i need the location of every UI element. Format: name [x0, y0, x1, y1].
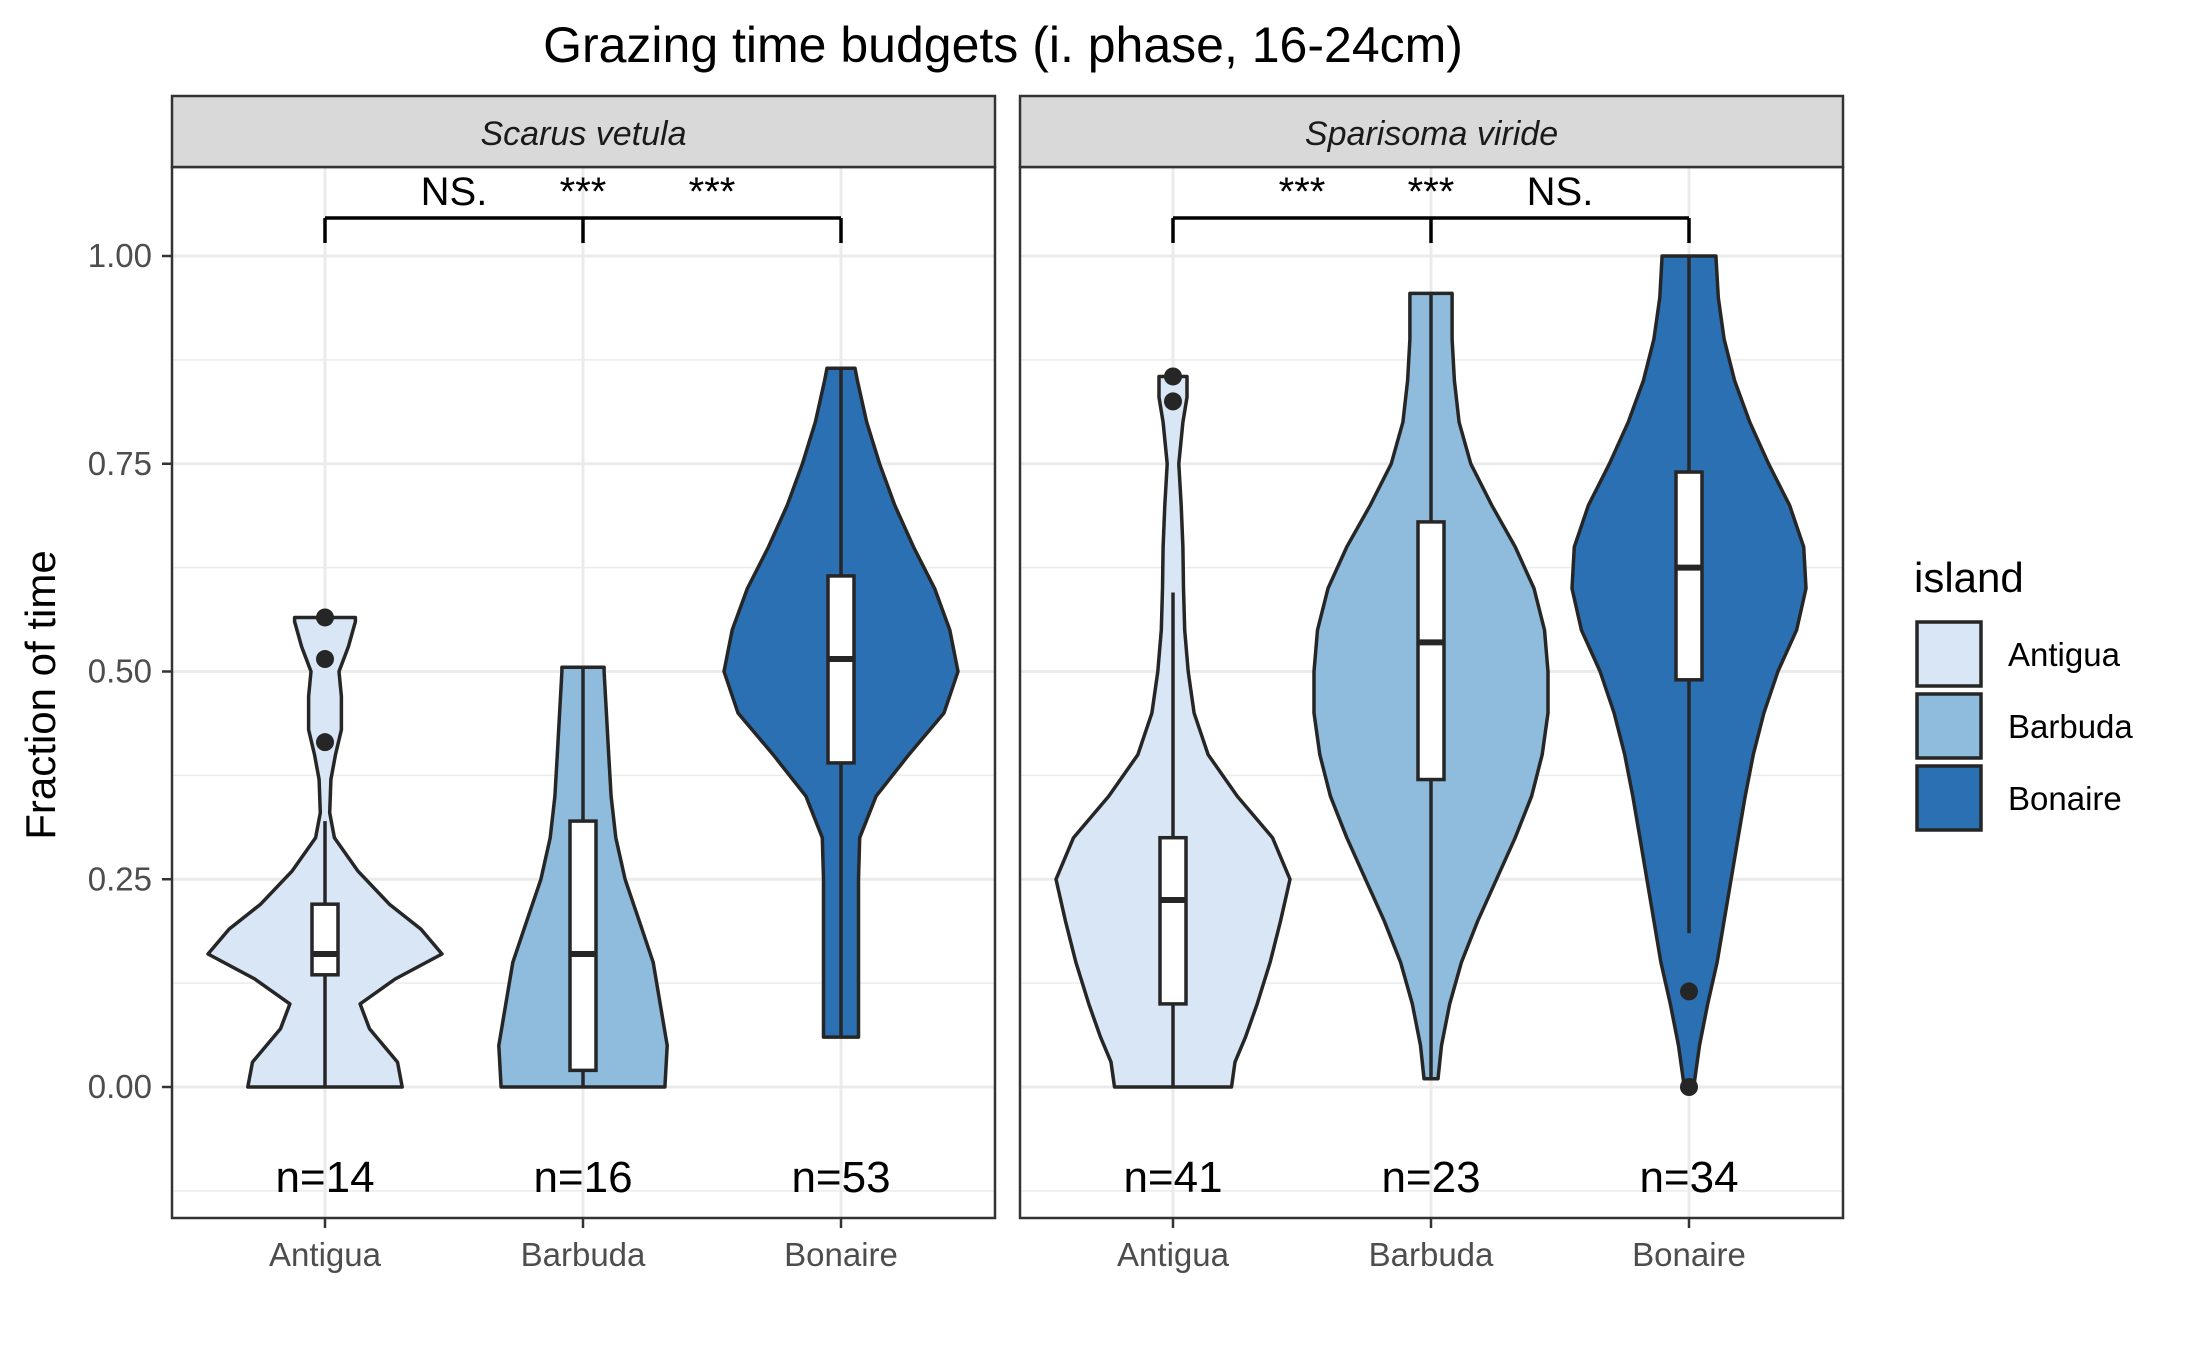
significance-label: *** [689, 170, 736, 214]
n-label: n=23 [1381, 1153, 1480, 1202]
facet-strip-label: Scarus vetula [481, 115, 687, 153]
box-iqr [568, 819, 598, 1073]
legend-key-bonaire [1915, 764, 1983, 832]
facet-strip [1018, 94, 1845, 169]
box-iqr [310, 902, 340, 977]
outlier-point [316, 608, 334, 627]
outlier-point [316, 650, 334, 669]
n-label: n=14 [275, 1153, 374, 1202]
y-tick-label: 1.00 [88, 237, 152, 274]
y-tick-label: 0.75 [88, 445, 152, 482]
violin-group-antigua: n=41 [1054, 367, 1292, 1202]
significance-label: NS. [421, 170, 488, 214]
facet-strip [170, 94, 997, 169]
y-tick-label: 0.25 [88, 860, 152, 897]
x-tick-label: Bonaire [1632, 1236, 1746, 1273]
outlier-point [1164, 367, 1182, 386]
outlier-point [316, 733, 334, 752]
legend-label: Barbuda [2008, 708, 2133, 745]
legend-title: island [1914, 554, 2024, 601]
box-iqr [1158, 835, 1188, 1006]
legend-key-antigua [1915, 620, 1983, 688]
y-axis-title: Fraction of time [17, 550, 64, 839]
legend-label: Antigua [2008, 636, 2121, 673]
violin-group-antigua: n=14 [206, 608, 444, 1202]
significance-label: *** [1279, 170, 1326, 214]
x-tick-label: Antigua [1117, 1236, 1230, 1273]
panel-2: n=41 n=23 n=34 *** *** NS. Sparisoma viride Ant… [1018, 94, 1845, 1273]
outlier-point [1680, 1078, 1698, 1096]
significance-label: NS. [1527, 170, 1594, 214]
x-tick-label: Barbuda [521, 1236, 646, 1273]
violin-group-bonaire: n=34 [1570, 254, 1808, 1202]
x-tick-label: Antigua [269, 1236, 382, 1273]
x-tick-label: Barbuda [1369, 1236, 1494, 1273]
n-label: n=53 [791, 1153, 890, 1202]
significance-label: *** [560, 170, 607, 214]
legend: island Antigua Barbuda Bonaire [1914, 554, 2133, 832]
n-label: n=34 [1639, 1153, 1738, 1202]
x-tick-label: Bonaire [784, 1236, 898, 1273]
n-label: n=41 [1123, 1153, 1222, 1202]
box-iqr [826, 574, 856, 765]
violin-group-barbuda: n=16 [497, 665, 669, 1202]
box-iqr [1674, 470, 1704, 682]
n-label: n=16 [533, 1153, 632, 1202]
significance-bracket: NS. *** *** [323, 170, 843, 243]
legend-label: Bonaire [2008, 780, 2122, 817]
significance-bracket: *** *** NS. [1171, 170, 1691, 243]
violin-group-barbuda: n=23 [1312, 291, 1550, 1202]
facet-strip-label: Sparisoma viride [1305, 115, 1558, 153]
chart-title: Grazing time budgets (i. phase, 16-24cm) [543, 17, 1463, 73]
significance-label: *** [1408, 170, 1455, 214]
y-tick-label: 0.00 [88, 1068, 152, 1105]
legend-key-barbuda [1915, 692, 1983, 760]
outlier-point [1164, 392, 1182, 411]
y-tick-label: 0.50 [88, 653, 152, 690]
violin-group-bonaire: n=53 [722, 366, 960, 1202]
box-iqr [1416, 520, 1446, 782]
y-axis: 0.00 0.25 0.50 0.75 1.00 [88, 237, 172, 1105]
outlier-point [1680, 982, 1698, 1001]
